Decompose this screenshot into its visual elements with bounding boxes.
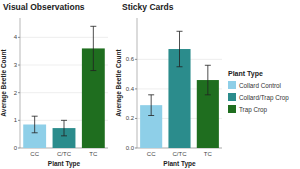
y-axis-title: Average Beetle Count [115,49,123,117]
chart-title: Visual Observations [3,2,85,12]
category-label: TC [204,151,213,157]
y-axis-title: Average Beetle Count [0,49,8,117]
error-bar [61,120,67,135]
figure: Visual Observations 0 1 2 3 4 CC C/TC TC Plant Ty… [0,0,300,169]
category-label: C/TC [173,151,188,157]
category-label: TC [89,151,98,157]
y-axis-line [20,18,21,148]
legend-key [228,81,236,89]
tick-label: 0.2 [126,115,135,121]
tick-label: 0.6 [126,56,135,62]
category-label: CC [30,151,39,157]
category-label: C/TC [57,151,72,157]
error-bar [90,26,96,70]
legend-title: Plant Type [228,70,263,78]
tick-label: 4 [14,34,18,40]
tick-label: 3 [14,62,18,68]
y-axis-line [137,18,138,148]
legend-key [228,105,236,113]
legend-label: Collard Control [239,82,281,89]
error-bar [32,116,38,133]
error-bar [205,65,211,95]
tick-label: 1 [14,117,18,123]
legend-label: Collard/Trap Crop [239,94,289,102]
legend: Plant Type Collard Control Collard/Trap Cr… [228,70,289,114]
chart-title: Sticky Cards [122,2,174,12]
error-bar [177,31,183,66]
x-axis-title: Plant Type [48,160,81,168]
panel: Visual Observations 0 1 2 3 4 CC C/TC TC Plant Ty… [0,2,108,168]
marks [140,31,219,148]
category-label: CC [147,151,156,157]
error-bar [148,95,154,116]
tick-label: 0.0 [126,145,135,151]
x-axis-title: Plant Type [163,160,196,168]
tick-label: 2 [14,90,18,96]
tick-label: 0.4 [126,86,135,92]
panel: Sticky Cards 0.0 0.2 0.4 0.6 CC C/TC TC Plant Ty… [115,2,222,168]
legend-label: Trap Crop [239,106,268,114]
grid-line [20,37,108,38]
marks [23,26,105,148]
tick-label: 0 [14,145,18,151]
legend-key [228,93,236,101]
